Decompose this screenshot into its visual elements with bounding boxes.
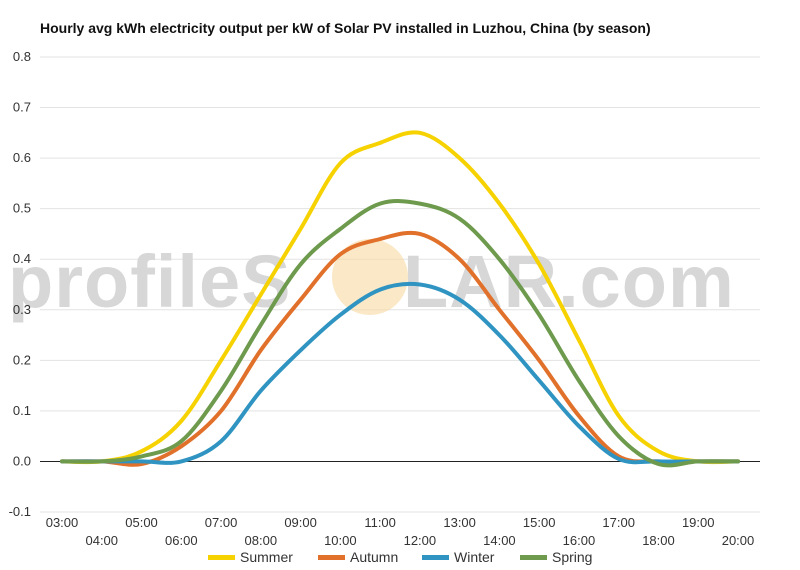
legend-label: Autumn [350, 549, 398, 565]
x-tick-label: 15:00 [523, 515, 556, 530]
y-tick-label: 0.2 [13, 352, 31, 367]
x-tick-label: 12:00 [404, 533, 437, 548]
y-tick-label: 0.1 [13, 403, 31, 418]
legend-swatch [422, 555, 449, 560]
legend-swatch [318, 555, 345, 560]
series-line-summer [60, 130, 740, 465]
y-tick-label: 0.3 [13, 302, 31, 317]
x-tick-label: 07:00 [205, 515, 238, 530]
x-axis: 03:00 04:00 05:00 06:00 07:00 08:00 09:00 10:00… [46, 515, 755, 548]
legend-label: Spring [552, 549, 592, 565]
y-tick-label: 0.7 [13, 100, 31, 115]
x-tick-label: 08:00 [245, 533, 278, 548]
x-tick-label: 19:00 [682, 515, 715, 530]
legend-item-autumn[interactable]: Autumn [318, 549, 398, 565]
series-line-autumn [60, 230, 740, 467]
x-tick-label: 11:00 [364, 515, 396, 530]
x-tick-label: 09:00 [284, 515, 317, 530]
y-tick-label: 0.4 [13, 251, 31, 266]
y-tick-label: -0.1 [9, 504, 31, 519]
legend: Summer Autumn Winter Spring [208, 549, 592, 565]
x-tick-label: 04:00 [85, 533, 118, 548]
watermark-sun-icon [332, 239, 408, 315]
x-tick-label: 18:00 [642, 533, 675, 548]
series-line-winter [60, 281, 740, 465]
x-tick-label: 05:00 [125, 515, 158, 530]
y-tick-label: 0.8 [13, 49, 31, 64]
watermark: profileS LAR.com [8, 239, 735, 323]
watermark-text-end: LAR.com [403, 240, 735, 323]
x-tick-label: 17:00 [602, 515, 635, 530]
x-tick-label: 20:00 [722, 533, 755, 548]
series-lines [60, 130, 740, 468]
legend-label: Summer [240, 549, 293, 565]
legend-item-winter[interactable]: Winter [422, 549, 495, 565]
legend-swatch [208, 555, 235, 560]
legend-label: Winter [454, 549, 495, 565]
watermark-text-start: profileS [8, 240, 291, 323]
y-tick-label: 0.5 [13, 201, 31, 216]
legend-item-summer[interactable]: Summer [208, 549, 293, 565]
x-tick-label: 03:00 [46, 515, 79, 530]
legend-swatch [520, 555, 547, 560]
y-axis: -0.1 0.0 0.1 0.2 0.3 0.4 0.5 0.6 0.7 0.8 [9, 49, 31, 519]
x-tick-label: 06:00 [165, 533, 198, 548]
legend-item-spring[interactable]: Spring [520, 549, 592, 565]
y-tick-label: 0.6 [13, 150, 31, 165]
x-tick-label: 13:00 [443, 515, 476, 530]
x-tick-label: 10:00 [324, 533, 357, 548]
x-tick-label: 14:00 [483, 533, 516, 548]
x-tick-label: 16:00 [563, 533, 596, 548]
series-line-spring [60, 199, 740, 468]
y-tick-label: 0.0 [13, 453, 31, 468]
chart-title: Hourly avg kWh electricity output per kW… [40, 20, 651, 36]
